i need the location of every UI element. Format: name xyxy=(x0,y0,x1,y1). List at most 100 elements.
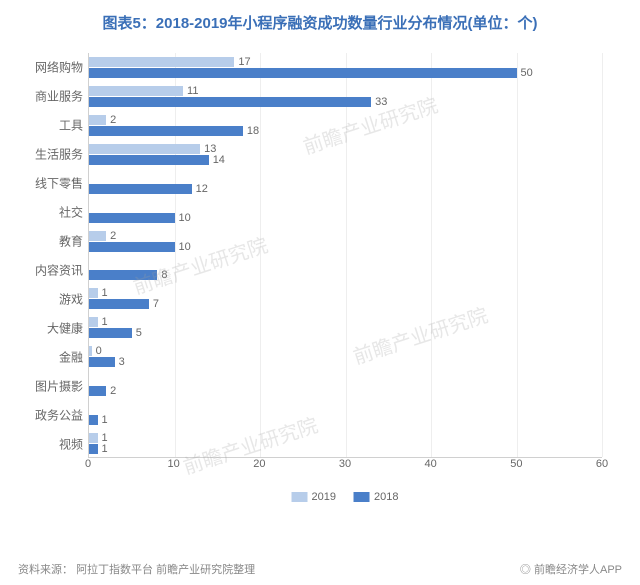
category-label: 工具 xyxy=(59,117,89,134)
gridline xyxy=(431,53,432,457)
category-label: 金融 xyxy=(59,348,89,365)
category-label: 图片摄影 xyxy=(35,377,89,394)
x-tick-label: 40 xyxy=(425,458,437,470)
category-group: 教育210 xyxy=(89,231,602,252)
bar-value-label: 14 xyxy=(209,154,225,166)
bar: 10 xyxy=(89,213,175,223)
bar: 1 xyxy=(89,433,98,443)
bar-value-label: 2 xyxy=(106,385,116,397)
bar: 14 xyxy=(89,155,209,165)
legend-label: 2018 xyxy=(374,491,398,503)
category-group: 线下零售12 xyxy=(89,173,602,194)
bar-value-label: 33 xyxy=(371,96,387,108)
source-label: 资料来源： xyxy=(18,564,73,576)
category-label: 视频 xyxy=(59,435,89,452)
category-group: 大健康15 xyxy=(89,317,602,338)
bar: 7 xyxy=(89,299,149,309)
category-label: 游戏 xyxy=(59,290,89,307)
bar-value-label: 1 xyxy=(98,316,108,328)
category-label: 线下零售 xyxy=(35,175,89,192)
bar: 5 xyxy=(89,328,132,338)
bar-value-label: 1 xyxy=(98,287,108,299)
bar-value-label: 8 xyxy=(157,269,167,281)
bar-value-label: 10 xyxy=(175,241,191,253)
chart-container: 图表5：2018-2019年小程序融资成功数量行业分布情况(单位：个) 网络购物… xyxy=(0,0,640,585)
bar: 1 xyxy=(89,444,98,454)
bar-value-label: 18 xyxy=(243,125,259,137)
bar-value-label: 12 xyxy=(192,183,208,195)
legend-swatch xyxy=(292,492,308,502)
bar: 1 xyxy=(89,415,98,425)
bar-value-label: 7 xyxy=(149,298,159,310)
source-line: 资料来源： 阿拉丁指数平台 前瞻产业研究院整理 xyxy=(18,561,255,577)
category-label: 网络购物 xyxy=(35,59,89,76)
gridline xyxy=(346,53,347,457)
source-text: 阿拉丁指数平台 前瞻产业研究院整理 xyxy=(76,564,255,576)
bar: 18 xyxy=(89,126,243,136)
x-tick-label: 20 xyxy=(253,458,265,470)
category-group: 图片摄影2 xyxy=(89,375,602,396)
plot-area: 网络购物1750商业服务1133工具218生活服务1314线下零售12社交10教… xyxy=(88,53,602,458)
category-group: 网络购物1750 xyxy=(89,57,602,78)
x-tick-label: 0 xyxy=(85,458,91,470)
bar: 1 xyxy=(89,288,98,298)
bar-value-label: 2 xyxy=(106,230,116,242)
category-group: 视频11 xyxy=(89,433,602,454)
gridline xyxy=(260,53,261,457)
category-label: 商业服务 xyxy=(35,88,89,105)
category-group: 社交10 xyxy=(89,202,602,223)
bar-value-label: 2 xyxy=(106,114,116,126)
bar: 13 xyxy=(89,144,200,154)
bar: 1 xyxy=(89,317,98,327)
legend-label: 2019 xyxy=(312,491,336,503)
legend: 2019 2018 xyxy=(292,491,399,503)
category-group: 政务公益1 xyxy=(89,404,602,425)
x-axis-ticks: 0102030405060 xyxy=(88,458,602,478)
category-group: 商业服务1133 xyxy=(89,86,602,107)
chart-area: 网络购物1750商业服务1133工具218生活服务1314线下零售12社交10教… xyxy=(88,53,602,503)
category-group: 游戏17 xyxy=(89,288,602,309)
x-tick-label: 30 xyxy=(339,458,351,470)
category-group: 内容资讯8 xyxy=(89,259,602,280)
category-label: 内容资讯 xyxy=(35,261,89,278)
category-label: 政务公益 xyxy=(35,406,89,423)
category-label: 大健康 xyxy=(47,319,89,336)
bar-value-label: 11 xyxy=(183,85,198,97)
bar-value-label: 5 xyxy=(132,327,142,339)
bar: 12 xyxy=(89,184,192,194)
bar: 2 xyxy=(89,231,106,241)
x-tick-label: 60 xyxy=(596,458,608,470)
gridline xyxy=(175,53,176,457)
bar-value-label: 1 xyxy=(98,414,108,426)
category-group: 金融03 xyxy=(89,346,602,367)
bar: 11 xyxy=(89,86,183,96)
bar: 2 xyxy=(89,386,106,396)
bar: 0 xyxy=(89,346,92,356)
gridline xyxy=(602,53,603,457)
x-tick-label: 10 xyxy=(168,458,180,470)
bar-value-label: 10 xyxy=(175,212,191,224)
legend-item: 2018 xyxy=(354,491,398,503)
category-group: 生活服务1314 xyxy=(89,144,602,165)
bar: 3 xyxy=(89,357,115,367)
x-tick-label: 50 xyxy=(510,458,522,470)
bar-value-label: 0 xyxy=(92,345,102,357)
brand-icon: ◎ xyxy=(520,564,531,576)
brand-text: 前瞻经济学人APP xyxy=(534,564,622,576)
category-label: 教育 xyxy=(59,233,89,250)
bar: 50 xyxy=(89,68,517,78)
bar: 8 xyxy=(89,270,157,280)
brand-line: ◎ 前瞻经济学人APP xyxy=(520,561,622,577)
bar: 17 xyxy=(89,57,234,67)
bar: 33 xyxy=(89,97,371,107)
footer: 资料来源： 阿拉丁指数平台 前瞻产业研究院整理 ◎ 前瞻经济学人APP xyxy=(18,561,622,577)
chart-title: 图表5：2018-2019年小程序融资成功数量行业分布情况(单位：个) xyxy=(18,12,622,33)
bar-value-label: 50 xyxy=(517,67,533,79)
category-label: 社交 xyxy=(59,204,89,221)
bar-value-label: 3 xyxy=(115,356,125,368)
category-label: 生活服务 xyxy=(35,146,89,163)
bar-value-label: 1 xyxy=(98,443,108,455)
bar: 10 xyxy=(89,242,175,252)
gridline xyxy=(517,53,518,457)
bar-value-label: 17 xyxy=(234,56,250,68)
